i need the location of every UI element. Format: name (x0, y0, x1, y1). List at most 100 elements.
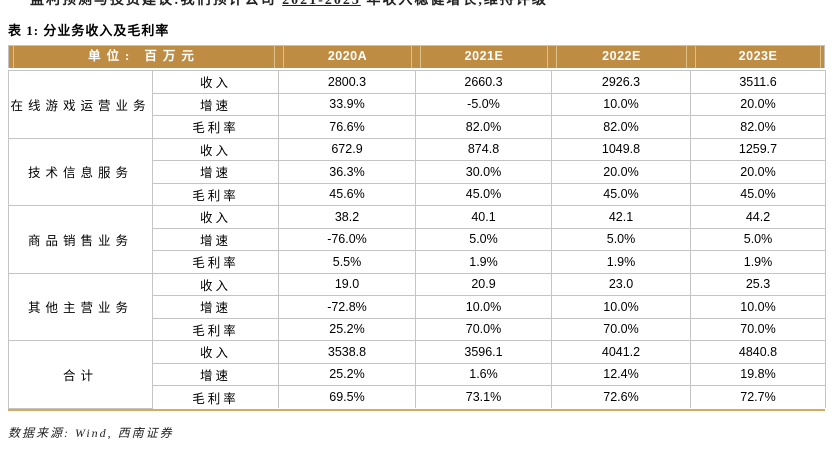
business-revenue-table: 单位: 百万元 2020A 2021E 2022E 2023E 在线游戏运营业务… (8, 45, 826, 411)
unit-header-cell: 单位: 百万元 (13, 46, 275, 68)
value-cell: 25.3 (690, 272, 826, 296)
value-cell: 2800.3 (278, 70, 416, 94)
group-label-other-main: 其他主营业务 (8, 272, 153, 341)
clipped-text-line: 盈利预测与投资建议:我们预计公司 2021-2023 年收入稳健增长,维持评级 (30, 0, 793, 7)
value-cell: 76.6% (278, 115, 416, 139)
year-header-2023E: 2023E (695, 46, 821, 68)
value-cell: 82.0% (690, 115, 826, 139)
value-cell: 20.0% (551, 160, 691, 184)
value-cell: 42.1 (551, 205, 691, 229)
value-cell: 19.8% (690, 362, 826, 386)
value-cell: 1.9% (415, 250, 552, 274)
table-row: 合计 收入 3538.8 3596.1 4041.2 4840.8 (8, 340, 826, 409)
value-cell: 10.0% (551, 92, 691, 116)
value-cell: 45.6% (278, 182, 416, 206)
year-header-2022E: 2022E (556, 46, 687, 68)
metric-label: 毛利率 (152, 115, 279, 139)
value-cell: 23.0 (551, 272, 691, 296)
value-cell: 36.3% (278, 160, 416, 184)
value-cell: 30.0% (415, 160, 552, 184)
value-cell: 1.6% (415, 362, 552, 386)
metric-label: 增速 (152, 92, 279, 116)
table-row: 增速 33.9% -5.0% 10.0% 20.0% (9, 92, 826, 116)
group-label-total: 合计 (8, 340, 153, 409)
table-header-row: 单位: 百万元 2020A 2021E 2022E 2023E (8, 45, 825, 68)
metric-label: 增速 (152, 362, 279, 386)
value-cell: 45.0% (690, 182, 826, 206)
metric-label: 毛利率 (152, 385, 279, 408)
value-cell: 3596.1 (415, 340, 552, 364)
value-cell: 38.2 (278, 205, 416, 229)
value-cell: 73.1% (415, 385, 552, 408)
table-body: 在线游戏运营业务 收入 2800.3 2660.3 2926.3 3511.6 … (8, 70, 826, 409)
value-cell: 33.9% (278, 92, 416, 116)
table-row: 毛利率 69.5% 73.1% 72.6% 72.7% (9, 385, 826, 408)
value-cell: 5.5% (278, 250, 416, 274)
group-label-online-game: 在线游戏运营业务 (8, 70, 153, 139)
value-cell: 10.0% (690, 295, 826, 319)
metric-label: 毛利率 (152, 317, 279, 341)
value-cell: 45.0% (551, 182, 691, 206)
value-cell: 40.1 (415, 205, 552, 229)
value-cell: 82.0% (415, 115, 552, 139)
clipped-text-content: 盈利预测与投资建议:我们预计公司 2021-2023 年收入稳健增长,维持评级 (30, 0, 793, 7)
value-cell: 1049.8 (551, 137, 691, 161)
value-cell: 5.0% (551, 227, 691, 251)
metric-label: 收入 (152, 70, 279, 94)
value-cell: 72.6% (551, 385, 691, 408)
value-cell: 874.8 (415, 137, 552, 161)
value-cell: 72.7% (690, 385, 826, 408)
group-label-goods-sales: 商品销售业务 (8, 205, 153, 274)
metric-label: 毛利率 (152, 250, 279, 274)
table-row: 其他主营业务 收入 19.0 20.9 23.0 25.3 (8, 272, 826, 341)
value-cell: 1.9% (690, 250, 826, 274)
value-cell: 82.0% (551, 115, 691, 139)
value-cell: 1.9% (551, 250, 691, 274)
table-row: 增速 36.3% 30.0% 20.0% 20.0% (9, 160, 826, 184)
metric-label: 收入 (152, 340, 279, 364)
value-cell: 20.0% (690, 160, 826, 184)
table-row: 技术信息服务 收入 672.9 874.8 1049.8 1259.7 (8, 137, 826, 206)
metric-label: 收入 (152, 272, 279, 296)
value-cell: 70.0% (690, 317, 826, 341)
value-cell: 3538.8 (278, 340, 416, 364)
value-cell: 20.0% (690, 92, 826, 116)
value-cell: 3511.6 (690, 70, 826, 94)
value-cell: -76.0% (278, 227, 416, 251)
value-cell: 4041.2 (551, 340, 691, 364)
table-row: 增速 -76.0% 5.0% 5.0% 5.0% (9, 227, 826, 251)
value-cell: 2926.3 (551, 70, 691, 94)
value-cell: 69.5% (278, 385, 416, 408)
table-row: 商品销售业务 收入 38.2 40.1 42.1 44.2 (8, 205, 826, 274)
value-cell: 25.2% (278, 362, 416, 386)
metric-label: 增速 (152, 227, 279, 251)
value-cell: 70.0% (415, 317, 552, 341)
value-cell: 12.4% (551, 362, 691, 386)
value-cell: 1259.7 (690, 137, 826, 161)
value-cell: -5.0% (415, 92, 552, 116)
value-cell: 2660.3 (415, 70, 552, 94)
value-cell: 19.0 (278, 272, 416, 296)
value-cell: 44.2 (690, 205, 826, 229)
table-row: 毛利率 76.6% 82.0% 82.0% 82.0% (9, 115, 826, 139)
metric-label: 增速 (152, 160, 279, 184)
metric-label: 增速 (152, 295, 279, 319)
value-cell: 25.2% (278, 317, 416, 341)
value-cell: 5.0% (415, 227, 552, 251)
value-cell: 672.9 (278, 137, 416, 161)
metric-label: 收入 (152, 137, 279, 161)
data-source-note: 数据来源: Wind, 西南证券 (8, 425, 174, 440)
value-cell: -72.8% (278, 295, 416, 319)
metric-label: 收入 (152, 205, 279, 229)
value-cell: 10.0% (415, 295, 552, 319)
year-header-2020A: 2020A (283, 46, 412, 68)
table-row: 毛利率 25.2% 70.0% 70.0% 70.0% (9, 317, 826, 341)
table-row: 在线游戏运营业务 收入 2800.3 2660.3 2926.3 3511.6 (8, 70, 826, 139)
table-title: 表 1: 分业务收入及毛利率 (8, 23, 170, 38)
value-cell: 5.0% (690, 227, 826, 251)
value-cell: 20.9 (415, 272, 552, 296)
year-header-2021E: 2021E (420, 46, 548, 68)
value-cell: 4840.8 (690, 340, 826, 364)
table-row: 毛利率 45.6% 45.0% 45.0% 45.0% (9, 182, 826, 206)
group-label-tech-info: 技术信息服务 (8, 137, 153, 206)
